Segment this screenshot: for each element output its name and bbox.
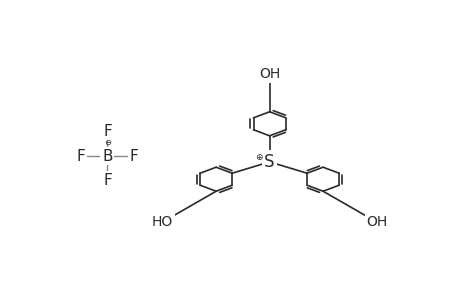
Text: F: F — [76, 148, 85, 164]
Text: OH: OH — [365, 215, 386, 229]
Text: OH: OH — [258, 67, 280, 81]
Text: F: F — [129, 148, 138, 164]
Text: HO: HO — [152, 215, 173, 229]
Text: ⊖: ⊖ — [104, 138, 111, 147]
Text: S: S — [264, 153, 274, 171]
Text: F: F — [103, 124, 112, 140]
Text: F: F — [103, 173, 112, 188]
Text: B: B — [102, 148, 112, 164]
Text: ⊕: ⊕ — [255, 153, 262, 162]
